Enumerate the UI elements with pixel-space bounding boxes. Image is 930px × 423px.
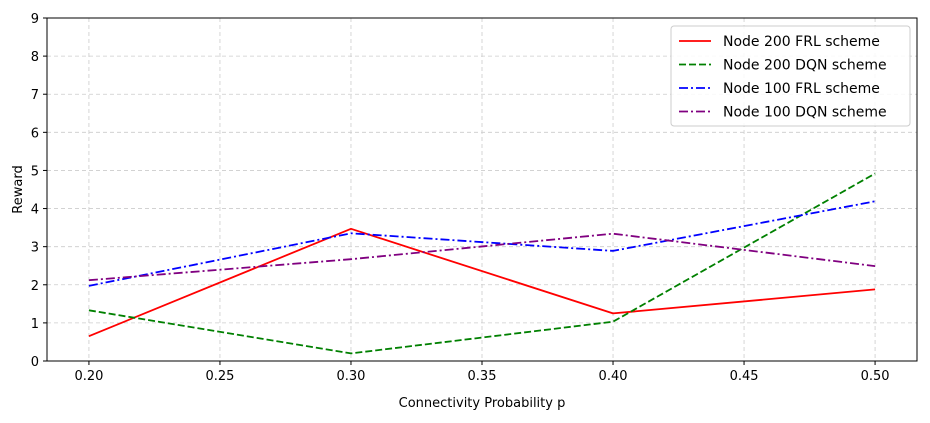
legend-box xyxy=(670,25,911,127)
x-tick-label: 0.20 xyxy=(74,369,103,384)
y-tick-label: 8 xyxy=(31,50,39,65)
series-lines xyxy=(88,172,876,355)
legend: Node 200 FRL scheme Node 200 DQN scheme No… xyxy=(670,25,911,127)
y-tick-label: 9 xyxy=(31,12,39,27)
y-tick-label: 7 xyxy=(31,88,39,103)
x-tick-label: 0.35 xyxy=(468,369,497,384)
y-tick-label: 5 xyxy=(31,164,39,179)
y-tick-label: 6 xyxy=(31,126,39,141)
legend-label-3: Node 100 FRL scheme xyxy=(723,81,880,97)
y-tick-label: 1 xyxy=(31,317,39,332)
x-tick-label: 0.45 xyxy=(730,369,759,384)
x-axis-label: Connectivity Probability p xyxy=(399,396,566,411)
legend-label-4: Node 100 DQN scheme xyxy=(723,105,887,121)
axis-ticks: 0.20 0.25 0.30 0.35 0.40 0.45 0.50 0 1 2 3 4 5 6 7 8 9 xyxy=(31,12,890,384)
y-tick-label: 2 xyxy=(31,279,39,294)
series-line-2 xyxy=(88,172,876,355)
y-tick-label: 0 xyxy=(31,355,39,370)
series-line-1 xyxy=(88,227,876,338)
x-tick-label: 0.40 xyxy=(599,369,628,384)
x-tick-label: 0.25 xyxy=(205,369,234,384)
legend-label-1: Node 200 FRL scheme xyxy=(723,34,880,50)
y-tick-label: 3 xyxy=(31,241,39,256)
series-line-4 xyxy=(88,232,876,282)
x-tick-label: 0.30 xyxy=(336,369,365,384)
legend-label-2: Node 200 DQN scheme xyxy=(723,58,887,74)
series-line-3 xyxy=(88,200,876,287)
y-axis-label: Reward xyxy=(11,165,26,213)
x-tick-label: 0.50 xyxy=(861,369,890,384)
y-tick-label: 4 xyxy=(31,203,39,218)
